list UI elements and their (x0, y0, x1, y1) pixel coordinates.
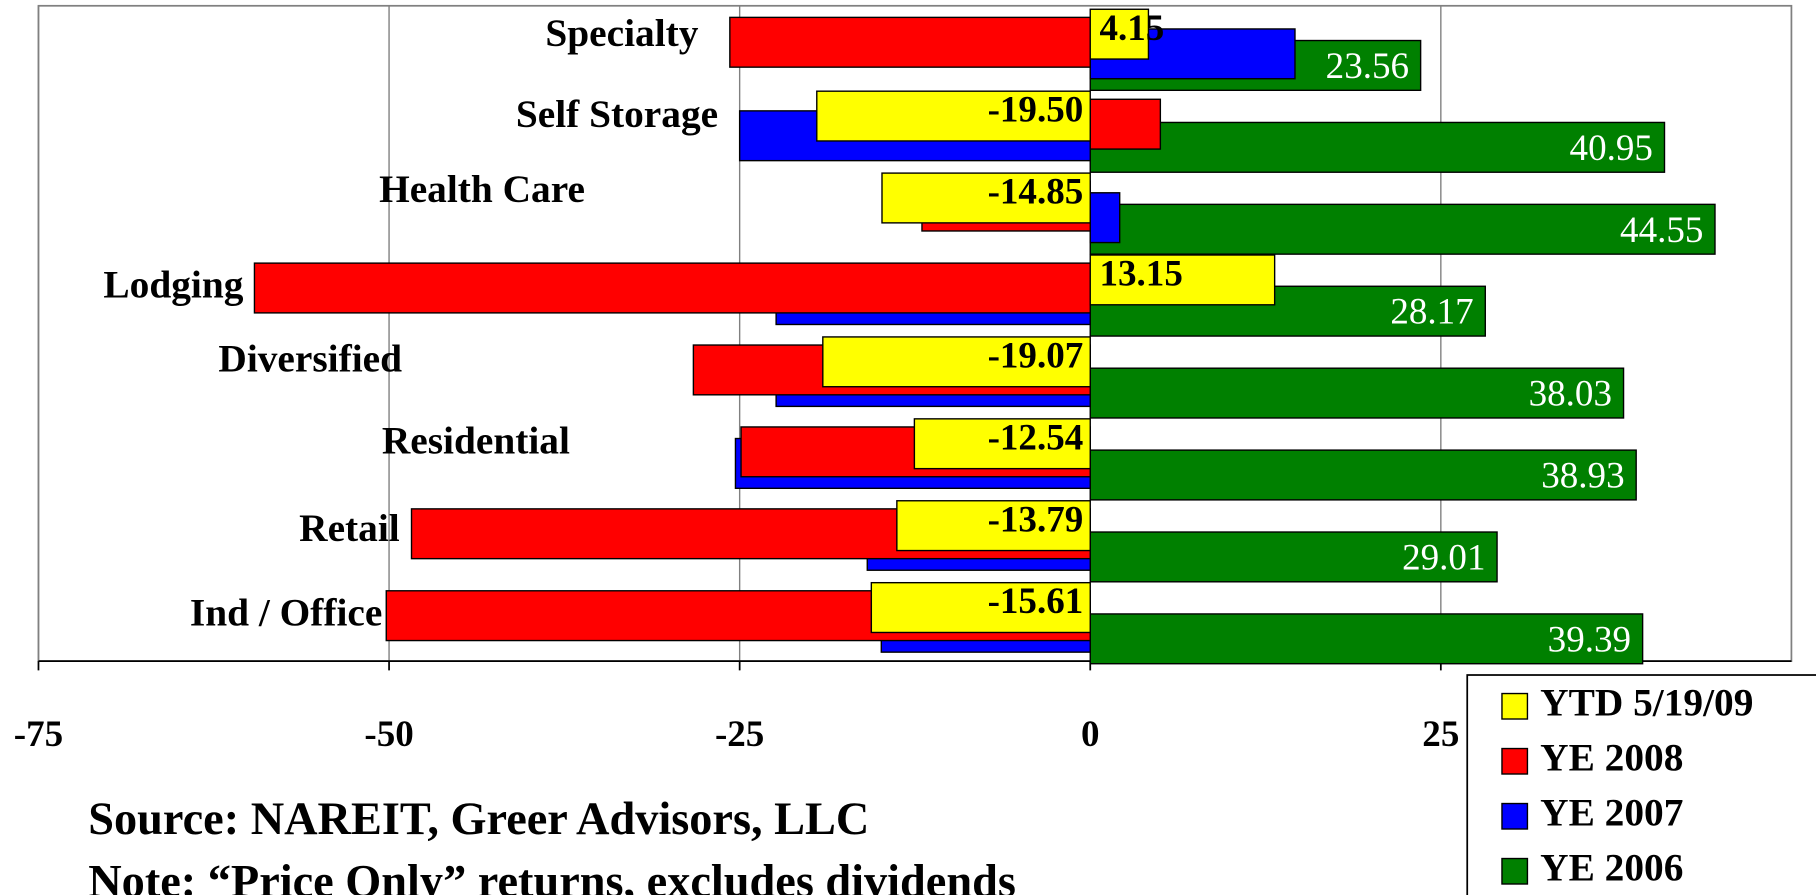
bar (913, 418, 1091, 470)
legend-label: YE 2006 (1540, 845, 1683, 889)
category-label: Lodging (103, 263, 243, 307)
category-label: Retail (299, 506, 400, 550)
x-tick-label: -75 (14, 714, 63, 755)
category-label: Health Care (379, 167, 585, 211)
legend-label: YE 2007 (1540, 790, 1683, 834)
bar (896, 500, 1091, 552)
bar (870, 581, 1091, 634)
category-label: Diversified (218, 336, 402, 380)
legend-swatch (1501, 692, 1529, 720)
bar (1089, 98, 1162, 150)
bar (1089, 613, 1644, 665)
x-tick-label: -25 (715, 714, 764, 755)
data-label: 29.01 (1402, 537, 1485, 578)
bar (1089, 449, 1637, 501)
data-label: -13.79 (988, 499, 1084, 540)
category-label: Residential (382, 418, 570, 462)
price-note: Note: “Price Only” returns, excludes div… (88, 856, 1016, 895)
bar (729, 16, 1091, 68)
bar (1089, 531, 1498, 583)
data-label: 4.15 (1100, 8, 1165, 49)
data-label: -19.07 (988, 335, 1084, 376)
x-tick-label: -50 (364, 714, 413, 755)
data-label: -15.61 (988, 581, 1084, 622)
bar (1089, 203, 1716, 255)
source-note: Source: NAREIT, Greer Advisors, LLC (88, 794, 869, 845)
data-label: -19.50 (988, 90, 1084, 131)
data-label: 23.56 (1326, 46, 1409, 87)
data-label: 44.55 (1620, 210, 1703, 251)
data-label: -12.54 (988, 417, 1084, 458)
x-tick-label: 0 (1081, 714, 1100, 755)
category-label: Ind / Office (190, 590, 382, 634)
data-label: 40.95 (1570, 128, 1653, 169)
data-label: 38.03 (1529, 374, 1612, 415)
legend-swatch (1501, 857, 1529, 885)
x-tick-label: 25 (1422, 714, 1459, 755)
category-label: Self Storage (516, 92, 718, 136)
category-label: Specialty (545, 11, 698, 55)
bar (1089, 192, 1121, 244)
legend-label: YTD 5/19/09 (1540, 680, 1753, 724)
data-label: -14.85 (988, 172, 1084, 213)
legend-swatch (1501, 802, 1529, 830)
bar (822, 336, 1091, 388)
bar (1089, 367, 1625, 419)
data-label: 13.15 (1100, 254, 1183, 295)
bar (1089, 8, 1150, 60)
bar (1089, 254, 1276, 306)
legend-label: YE 2008 (1540, 735, 1683, 779)
legend-swatch (1501, 747, 1529, 775)
bar (816, 90, 1091, 142)
bar (881, 172, 1091, 224)
data-label: 39.39 (1548, 619, 1631, 660)
data-label: 28.17 (1390, 292, 1473, 333)
data-label: 38.93 (1541, 456, 1624, 497)
bar (253, 262, 1091, 314)
